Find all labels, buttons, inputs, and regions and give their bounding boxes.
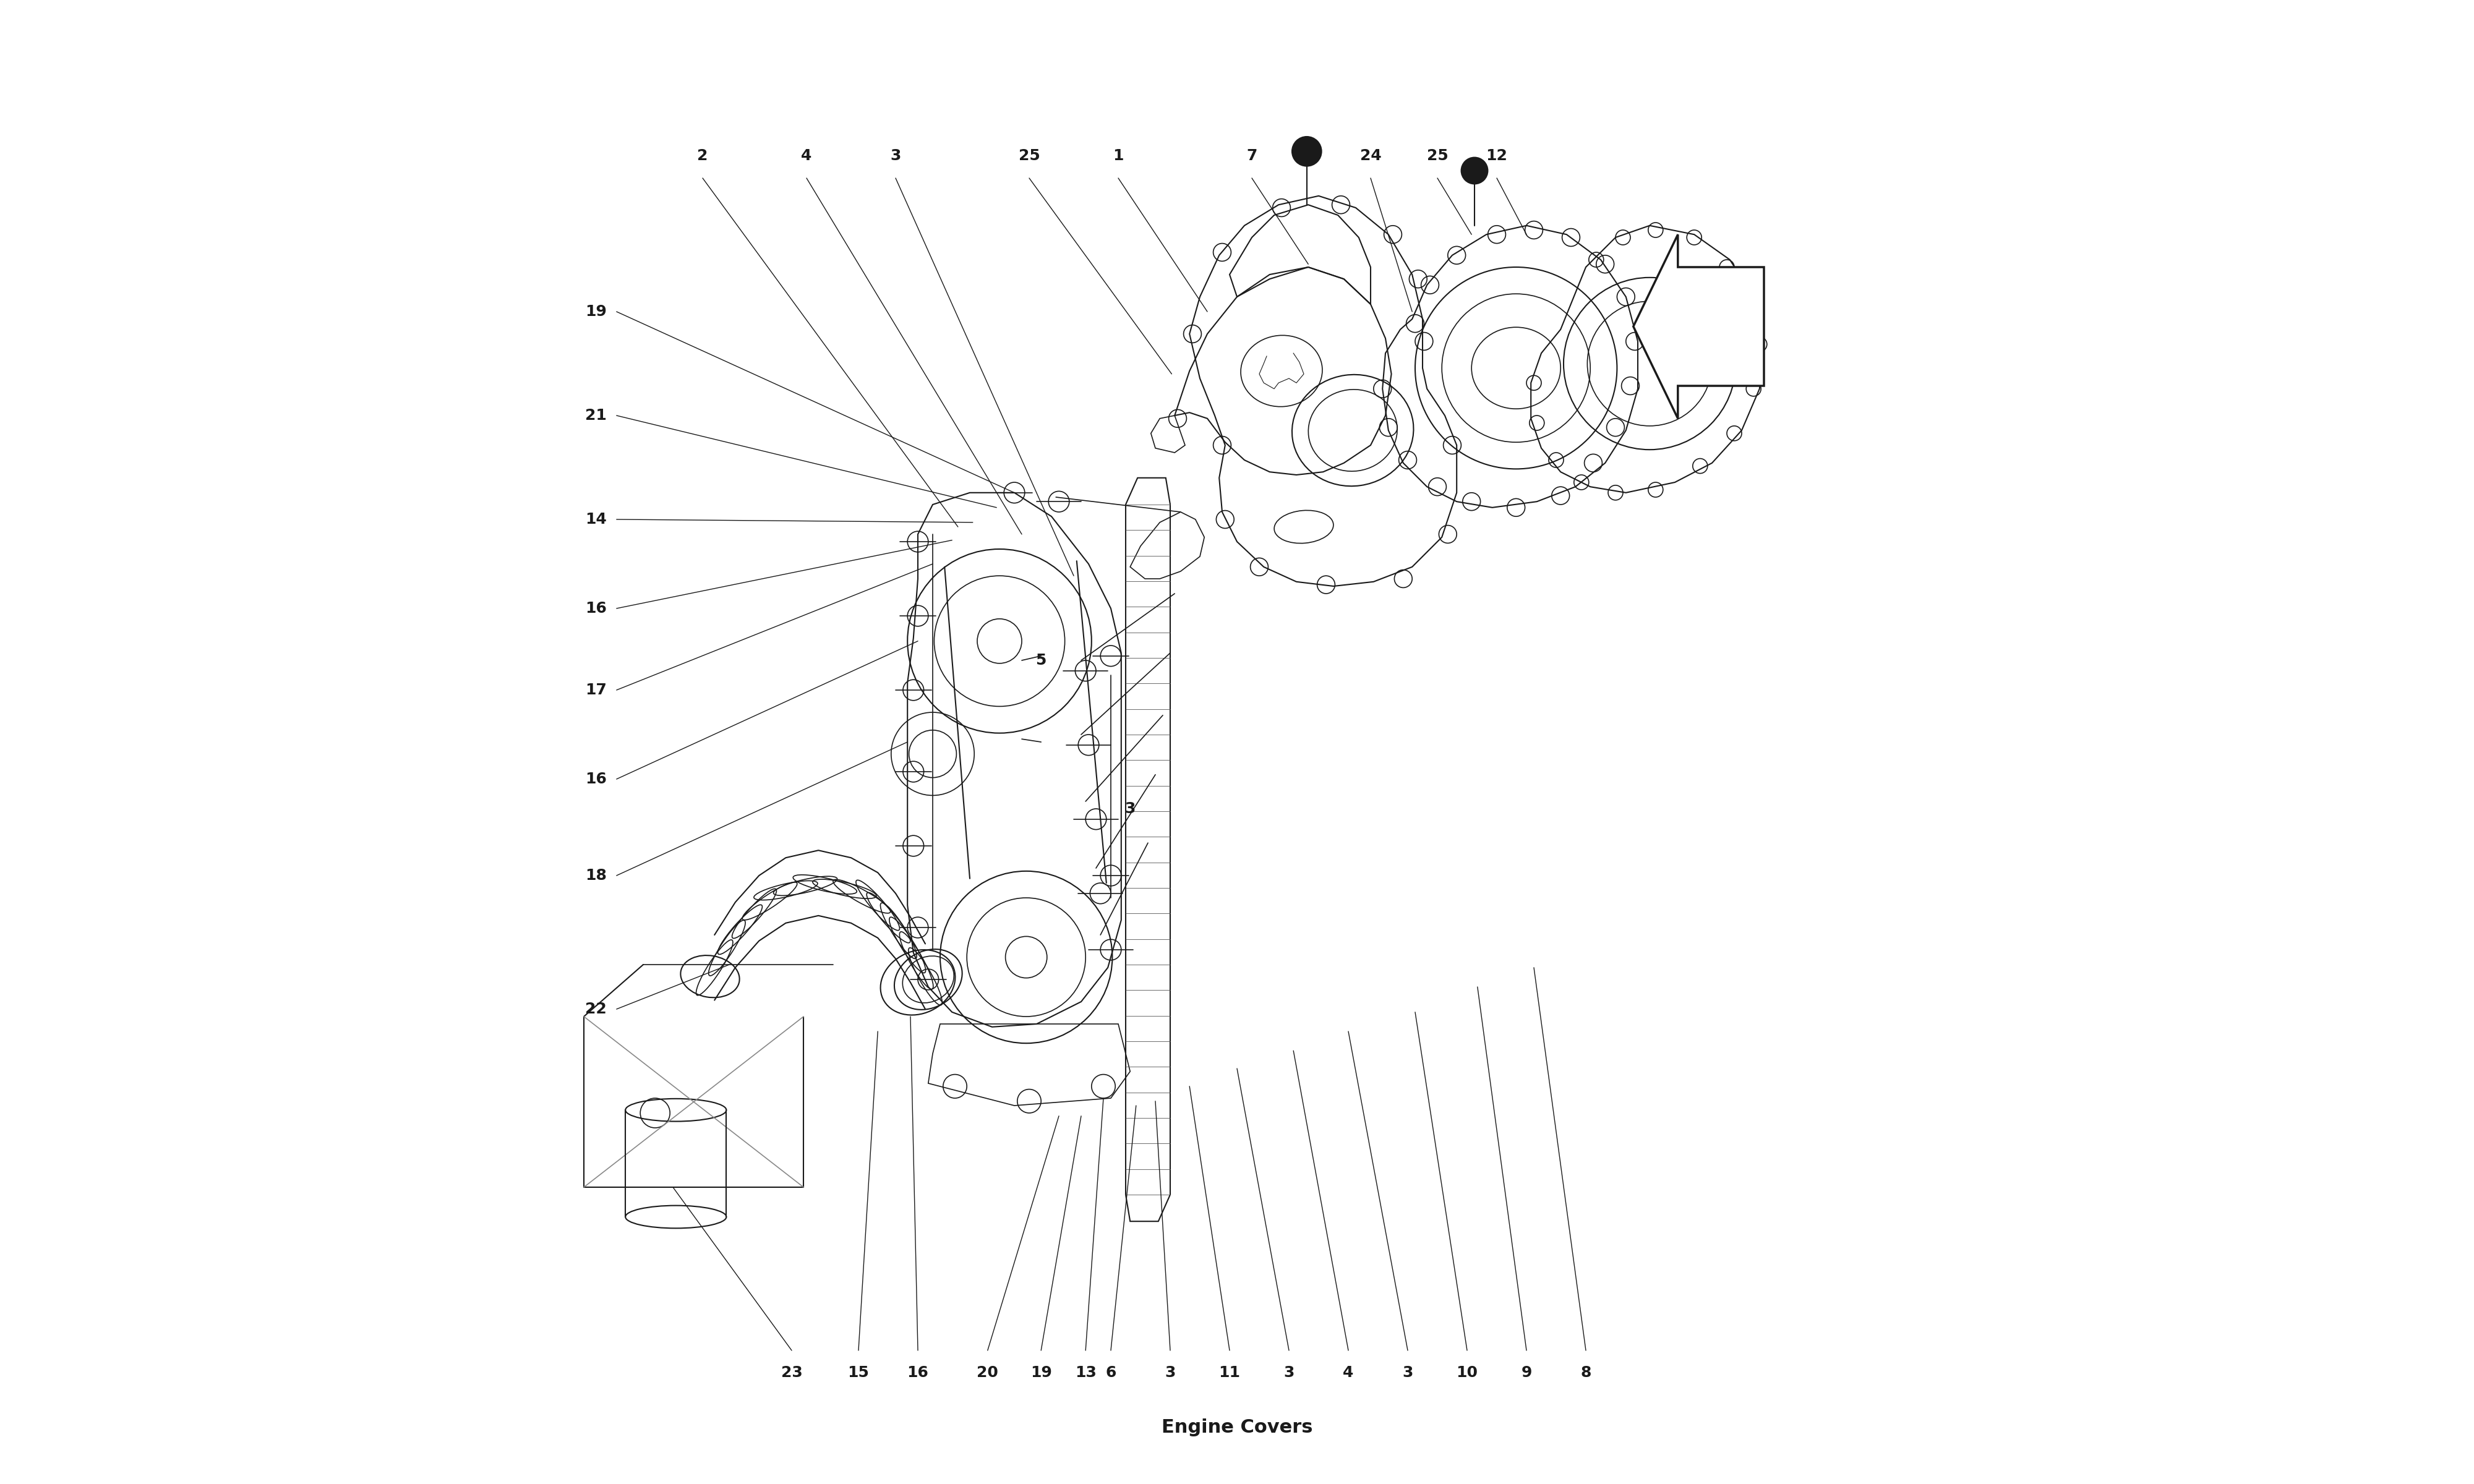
Text: 3: 3 [1165,1365,1175,1380]
Text: 19: 19 [584,304,606,319]
Text: 23: 23 [782,1365,802,1380]
Text: 14: 14 [584,512,606,527]
Text: 22: 22 [584,1002,606,1017]
Polygon shape [1633,234,1764,418]
Text: 3: 3 [1403,1365,1413,1380]
Text: 3: 3 [1284,1365,1294,1380]
Circle shape [1462,157,1487,184]
Circle shape [1291,137,1321,166]
Text: 16: 16 [908,1365,928,1380]
Text: 10: 10 [1457,1365,1477,1380]
Text: 4: 4 [802,148,811,163]
Text: 25: 25 [1019,148,1039,163]
Text: 6: 6 [1106,1365,1116,1380]
Text: 9: 9 [1522,1365,1531,1380]
Text: 12: 12 [1487,148,1507,163]
Text: 4: 4 [1343,1365,1353,1380]
Text: 2: 2 [698,148,708,163]
Text: 18: 18 [584,868,606,883]
Text: 20: 20 [977,1365,999,1380]
Text: 3: 3 [891,148,901,163]
Text: 19: 19 [1029,1365,1051,1380]
Text: 24: 24 [1361,148,1380,163]
Ellipse shape [626,1205,727,1229]
Text: 16: 16 [584,601,606,616]
Text: 13: 13 [1074,1365,1096,1380]
Text: 5: 5 [1037,653,1047,668]
Text: Engine Covers: Engine Covers [1160,1419,1314,1437]
Text: 15: 15 [849,1365,868,1380]
Text: 25: 25 [1427,148,1447,163]
Text: 11: 11 [1220,1365,1239,1380]
Text: 21: 21 [584,408,606,423]
Text: 7: 7 [1247,148,1257,163]
Text: 16: 16 [584,772,606,787]
Text: 3: 3 [1126,801,1136,816]
Text: 8: 8 [1581,1365,1591,1380]
Text: 1: 1 [1113,148,1123,163]
Text: 17: 17 [584,683,606,697]
